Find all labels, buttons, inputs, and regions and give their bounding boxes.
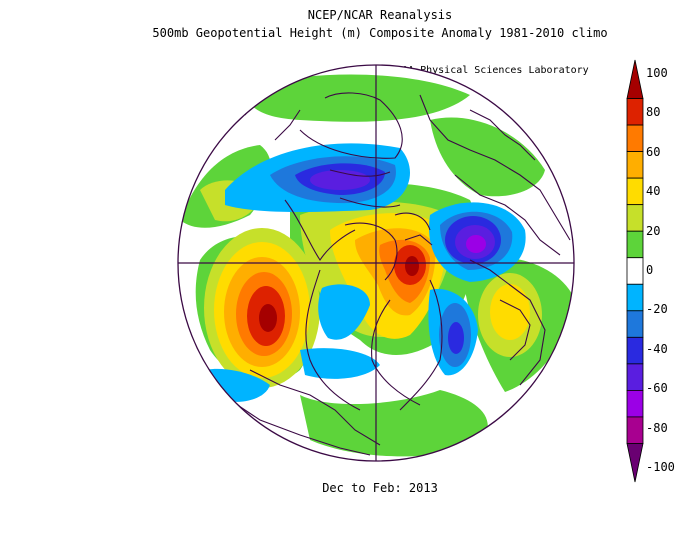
map-title: NCEP/NCAR Reanalysis: [307, 8, 453, 22]
colorbar-swatch: [626, 124, 644, 152]
colorbar-swatch: [626, 416, 644, 444]
grid-lines: [178, 65, 574, 461]
colorbar-tick-label: 80: [646, 105, 661, 120]
colorbar-tick-label: -60: [646, 381, 668, 396]
colorbar-swatch: [626, 177, 644, 206]
colorbar-tick-label: -40: [646, 341, 668, 356]
colorbar-swatch: [626, 98, 644, 126]
colorbar-tick-label: 0: [646, 263, 654, 277]
colorbar: [626, 59, 644, 483]
colorbar-tick-label: -80: [646, 420, 668, 435]
colorbar-tick-label: 40: [646, 184, 661, 199]
colorbar-tick-label: -100: [646, 460, 675, 474]
colorbar-tick-label: 20: [646, 223, 661, 238]
colorbar-tick-label: 100: [646, 66, 668, 80]
period-label: Dec to Feb: 2013: [322, 481, 438, 495]
colorbar-swatch: [626, 204, 644, 232]
map-subtitle: 500mb Geopotential Height (m) Composite …: [152, 26, 608, 40]
anomaly-field: [178, 65, 574, 461]
colorbar-swatch: [626, 283, 644, 312]
colorbar-swatch: [626, 363, 644, 391]
colorbar-swatch: [626, 389, 644, 418]
colorbar-swatch: [626, 151, 644, 179]
coastlines: [229, 92, 571, 456]
colorbar-swatch: [626, 257, 644, 285]
colorbar-swatch: [626, 443, 644, 483]
colorbar-swatch: [626, 310, 644, 338]
colorbar-swatch: [626, 230, 644, 259]
colorbar-tick-label: 60: [646, 144, 661, 159]
colorbar-swatch: [626, 59, 644, 99]
colorbar-swatch: [626, 336, 644, 365]
colorbar-tick-label: -20: [646, 302, 668, 317]
map-boundary: [177, 64, 575, 462]
credit-label: NOAA Physical Sciences Laboratory: [390, 65, 589, 76]
